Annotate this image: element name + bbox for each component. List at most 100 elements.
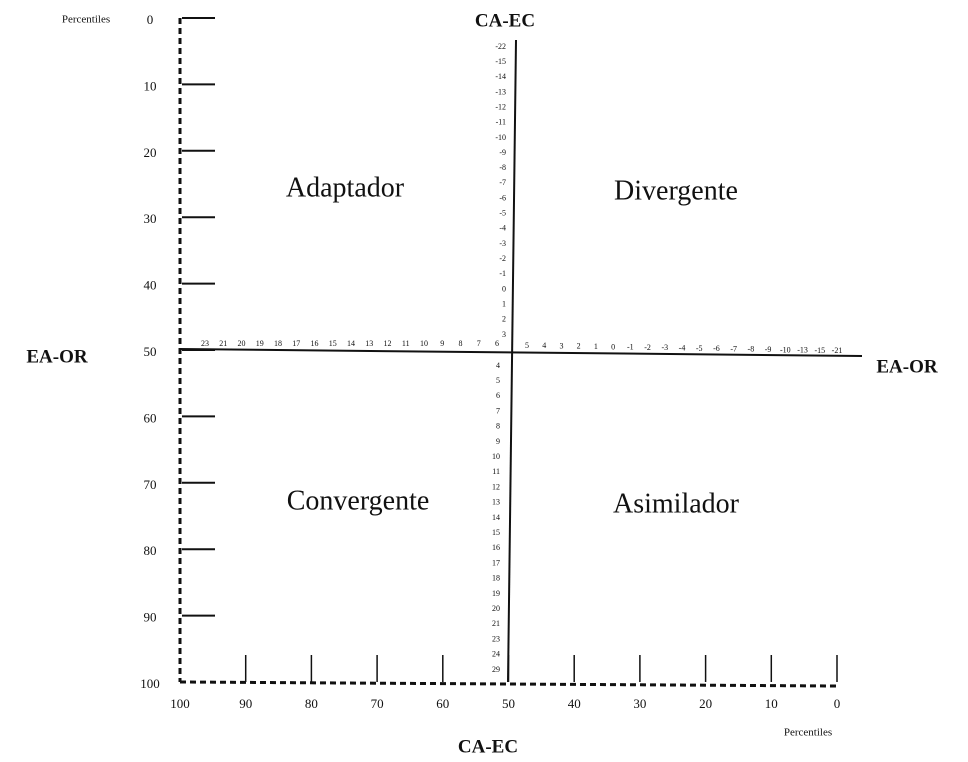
horizontal-scale-label: -8 bbox=[748, 345, 755, 354]
bottom-tick-label: 50 bbox=[502, 696, 515, 711]
top-label: CA-EC bbox=[475, 10, 535, 31]
horizontal-scale-label: 20 bbox=[238, 339, 246, 348]
vertical-scale-label: 15 bbox=[492, 528, 500, 537]
left-tick-label: 90 bbox=[144, 610, 157, 625]
frame bbox=[178, 18, 863, 688]
vertical-scale-label: 13 bbox=[492, 498, 500, 507]
vertical-scale-label: 1 bbox=[502, 300, 506, 309]
horizontal-scale-label: 2 bbox=[577, 342, 581, 351]
left-tick-label: 100 bbox=[140, 676, 160, 691]
horizontal-scale-label: 8 bbox=[459, 339, 463, 348]
vertical-scale-label: 21 bbox=[492, 619, 500, 628]
horizontal-scale-label: 5 bbox=[525, 341, 529, 350]
horizontal-scale-label: 3 bbox=[559, 341, 563, 350]
left-tick-label: 10 bbox=[144, 78, 157, 93]
left-tick-label: 50 bbox=[144, 344, 157, 359]
horizontal-scale-label: -5 bbox=[696, 344, 703, 353]
vertical-scale-label: 19 bbox=[492, 589, 500, 598]
left-label: EA-OR bbox=[26, 346, 88, 367]
vertical-scale-label: -5 bbox=[499, 209, 506, 218]
vertical-scale-label: 4 bbox=[496, 361, 500, 370]
bottom-tick-label: 80 bbox=[305, 696, 318, 711]
left-tick-label: 80 bbox=[144, 543, 157, 558]
left-tick-label: 60 bbox=[144, 410, 157, 425]
vertical-scale-label: -1 bbox=[499, 269, 506, 278]
vertical-scale-label: 12 bbox=[492, 482, 500, 491]
vertical-scale-label: -14 bbox=[495, 72, 506, 81]
vertical-scale-label: 8 bbox=[496, 422, 500, 431]
vertical-scale-label: -2 bbox=[499, 254, 506, 263]
vertical-scale-label: -7 bbox=[499, 178, 506, 187]
horizontal-line bbox=[179, 348, 863, 357]
vertical-scale-label: 9 bbox=[496, 437, 500, 446]
horizontal-scale-label: 16 bbox=[311, 339, 319, 348]
vertical-scale-label: -9 bbox=[499, 148, 506, 157]
bottom-axis-title: Percentiles bbox=[784, 727, 832, 739]
bottom-tick-label: 100 bbox=[170, 696, 190, 711]
horizontal-scale-label: 10 bbox=[420, 339, 428, 348]
vertical-scale-label: -3 bbox=[499, 239, 506, 248]
horizontal-scale-label: 4 bbox=[542, 341, 546, 350]
horizontal-scale-label: -21 bbox=[832, 346, 843, 355]
vertical-scale-label: 2 bbox=[502, 315, 506, 324]
bottom-tick-label: 70 bbox=[371, 696, 384, 711]
vertical-scale-label: -10 bbox=[495, 133, 506, 142]
bottom-tick-label: 60 bbox=[436, 696, 449, 711]
left-tick-label: 0 bbox=[147, 12, 154, 27]
bottom-tick-label: 90 bbox=[239, 696, 252, 711]
horizontal-scale-label: 15 bbox=[329, 339, 337, 348]
vertical-scale-label: 17 bbox=[492, 558, 500, 567]
horizontal-scale-label: -6 bbox=[713, 344, 720, 353]
bottom-axis-line bbox=[179, 680, 837, 688]
horizontal-scale-label: 18 bbox=[274, 339, 282, 348]
horizontal-scale-label: -3 bbox=[661, 343, 668, 352]
horizontal-scale-label: -4 bbox=[679, 344, 686, 353]
vertical-scale-label: -22 bbox=[495, 42, 506, 51]
quadrant-label: Convergente bbox=[287, 485, 430, 516]
horizontal-scale-label: 14 bbox=[347, 339, 355, 348]
vertical-scale-label: 14 bbox=[492, 513, 500, 522]
quadrant-label: Divergente bbox=[614, 175, 738, 206]
bottom-tick-label: 0 bbox=[834, 696, 841, 711]
vertical-scale-label: -8 bbox=[499, 163, 506, 172]
horizontal-scale-label: 12 bbox=[384, 339, 392, 348]
vertical-scale-label: 29 bbox=[492, 665, 500, 674]
horizontal-scale-label: 23 bbox=[201, 339, 209, 348]
vertical-line bbox=[507, 39, 517, 683]
vertical-scale-label: 11 bbox=[492, 467, 500, 476]
horizontal-scale-label: 6 bbox=[495, 339, 499, 348]
quadrant-label: Asimilador bbox=[613, 488, 740, 519]
vertical-scale-label: -15 bbox=[495, 57, 506, 66]
horizontal-scale-label: -7 bbox=[730, 344, 737, 353]
horizontal-scale-label: 1 bbox=[594, 342, 598, 351]
horizontal-scale-label: 0 bbox=[611, 342, 615, 351]
horizontal-scale-label: 9 bbox=[440, 339, 444, 348]
left-tick-label: 20 bbox=[144, 145, 157, 160]
bottom-tick-label: 10 bbox=[765, 696, 778, 711]
horizontal-scale-label: 17 bbox=[292, 339, 300, 348]
left-tick-label: 40 bbox=[144, 278, 157, 293]
left-tick-label: 30 bbox=[144, 211, 157, 226]
right-label: EA-OR bbox=[876, 356, 938, 377]
vertical-scale-label: 24 bbox=[492, 650, 500, 659]
vertical-scale-label: 6 bbox=[496, 391, 500, 400]
vertical-scale-label: -6 bbox=[499, 193, 506, 202]
vertical-scale-label: 3 bbox=[502, 330, 506, 339]
horizontal-scale-label: -2 bbox=[644, 343, 651, 352]
horizontal-scale-label: 21 bbox=[219, 339, 227, 348]
vertical-scale-label: 16 bbox=[492, 543, 500, 552]
bottom-tick-label: 40 bbox=[568, 696, 581, 711]
vertical-scale-label: -13 bbox=[495, 87, 506, 96]
vertical-scale-label: 7 bbox=[496, 406, 500, 415]
vertical-scale-label: 23 bbox=[492, 634, 500, 643]
bottom-tick-label: 30 bbox=[633, 696, 646, 711]
vertical-scale-label: -4 bbox=[499, 224, 506, 233]
vertical-scale-label: -11 bbox=[496, 118, 506, 127]
left-tick-label: 70 bbox=[144, 477, 157, 492]
horizontal-scale-label: -10 bbox=[780, 345, 791, 354]
vertical-scale-label: -12 bbox=[495, 102, 506, 111]
horizontal-scale-label: -13 bbox=[797, 346, 808, 355]
horizontal-scale-label: -15 bbox=[814, 346, 825, 355]
bottom-tick-label: 20 bbox=[699, 696, 712, 711]
